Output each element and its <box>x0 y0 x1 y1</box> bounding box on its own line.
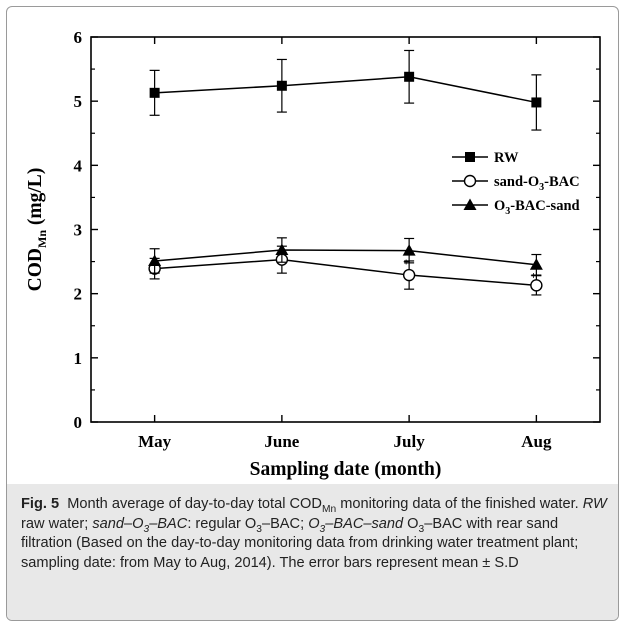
data-point <box>531 97 542 108</box>
data-point <box>404 71 415 82</box>
figure-frame <box>6 6 619 621</box>
caption-background <box>7 484 618 620</box>
x-tick-label: May <box>138 432 172 451</box>
chart-axes: 0 1 2 3 4 5 6 May June July Aug Sampling date (mont… <box>25 28 601 480</box>
y-tick-label: 1 <box>74 349 83 368</box>
data-point <box>402 244 416 256</box>
legend-item: O3-BAC-sand <box>452 198 580 217</box>
legend-marker <box>463 198 477 210</box>
y-tick-label: 5 <box>74 92 83 111</box>
legend-label: O3-BAC-sand <box>494 198 580 217</box>
chart: 0 1 2 3 4 5 6 May June July Aug Sampling date (mont… <box>25 28 601 480</box>
chart-series-layer: ++ <box>148 49 543 296</box>
x-axis-title: Sampling date (month) <box>250 459 442 480</box>
series-2 <box>148 237 543 276</box>
chart-legend: RW sand-O3-BAC O3-BAC-sand <box>452 150 580 217</box>
data-point <box>149 87 160 98</box>
plus-annotation: + <box>403 257 409 269</box>
legend-marker <box>465 152 475 162</box>
x-tick-label: July <box>394 432 426 451</box>
legend-item: RW <box>452 150 519 166</box>
legend-label: sand-O3-BAC <box>494 174 580 193</box>
series-0 <box>149 49 542 131</box>
data-point <box>275 243 289 256</box>
x-tick-label: June <box>264 432 299 451</box>
y-axis-title: CODMn (mg/L) <box>25 168 49 292</box>
series-line <box>154 76 537 104</box>
data-point <box>402 268 416 282</box>
figure-caption: Fig. 5 Month average of day-to-day total… <box>21 496 607 571</box>
legend-marker <box>463 174 477 188</box>
plus-annotation: + <box>530 270 536 282</box>
series-line <box>154 249 537 266</box>
legend-item: sand-O3-BAC <box>452 174 580 193</box>
y-tick-label: 6 <box>74 28 83 47</box>
series-line <box>154 258 537 287</box>
series-1 <box>148 245 543 296</box>
data-point <box>276 80 287 91</box>
legend-label: RW <box>494 150 519 166</box>
data-point <box>530 279 543 292</box>
x-tick-label: Aug <box>521 432 552 451</box>
y-tick-label: 0 <box>74 413 83 432</box>
y-tick-label: 3 <box>74 221 83 240</box>
y-tick-label: 2 <box>74 285 83 304</box>
figure-label: Fig. 5 <box>21 496 60 512</box>
data-point <box>148 254 162 266</box>
data-point <box>529 258 543 270</box>
y-tick-label: 4 <box>74 156 83 175</box>
plot-frame <box>90 36 601 423</box>
